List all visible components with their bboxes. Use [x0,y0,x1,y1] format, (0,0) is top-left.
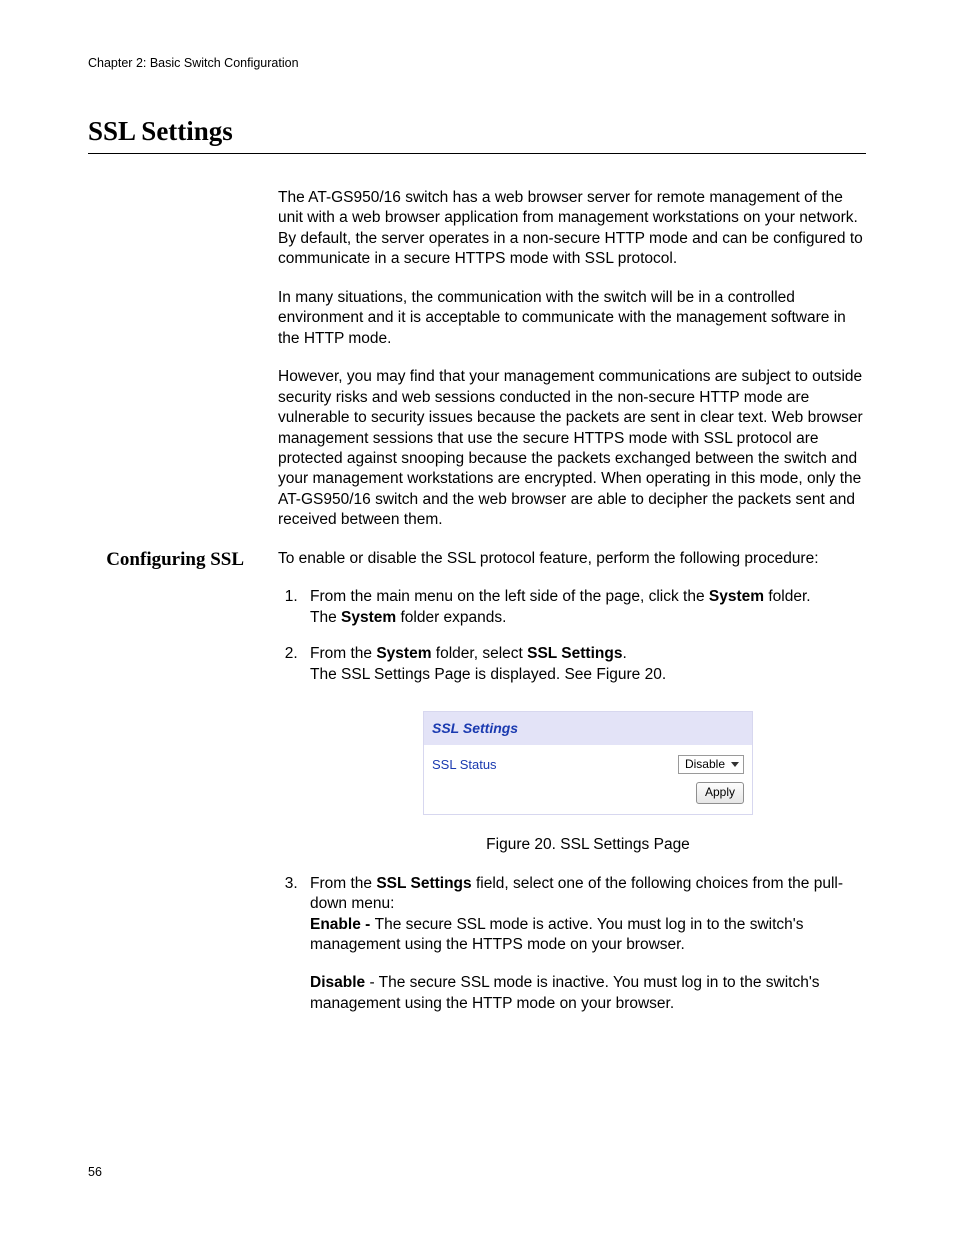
chapter-header: Chapter 2: Basic Switch Configuration [88,56,866,70]
intro-paragraph-1: The AT-GS950/16 switch has a web browser… [278,188,866,270]
title-rule [88,153,866,154]
option-enable: Enable - The secure SSL mode is active. … [310,915,866,956]
page-title: SSL Settings [88,116,866,147]
step-2: From the System folder, select SSL Setti… [302,644,866,855]
ssl-status-label: SSL Status [432,756,497,773]
step-3: From the SSL Settings field, select one … [302,874,866,1015]
step-1: From the main menu on the left side of t… [302,587,866,628]
intro-paragraph-3: However, you may find that your manageme… [278,367,866,531]
section-lead: To enable or disable the SSL protocol fe… [278,549,866,569]
ssl-status-dropdown[interactable]: Disable [678,755,744,775]
side-heading-configuring-ssl: Configuring SSL [88,549,268,571]
apply-button[interactable]: Apply [696,782,744,804]
ssl-settings-panel: SSL Settings SSL Status Disable Apply [423,711,753,815]
ssl-dropdown-value: Disable [685,757,725,773]
chevron-down-icon [731,762,739,767]
figure-caption: Figure 20. SSL Settings Page [310,835,866,855]
page-number: 56 [88,1165,102,1179]
option-disable: Disable - The secure SSL mode is inactiv… [310,973,866,1014]
intro-paragraph-2: In many situations, the communication wi… [278,288,866,349]
ssl-panel-title: SSL Settings [424,712,752,744]
